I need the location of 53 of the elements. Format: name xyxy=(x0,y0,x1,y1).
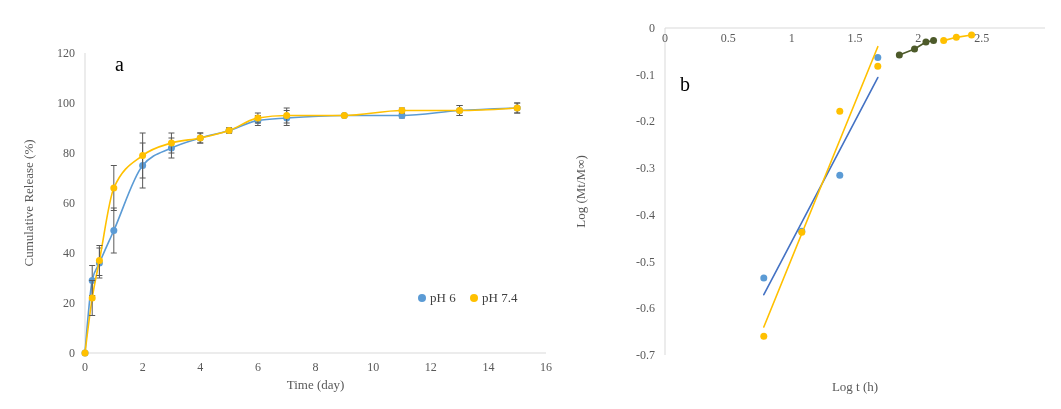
x-tick-label: 0.5 xyxy=(720,31,736,45)
y-tick-label: -0.6 xyxy=(636,301,655,316)
x-tick-label: 1 xyxy=(788,31,795,45)
legend-label: pH 6 xyxy=(430,290,457,305)
point xyxy=(874,53,882,61)
x-axis-title: Time (day) xyxy=(286,377,345,392)
legend-label: pH 7.4 xyxy=(482,290,518,305)
x-tick-label: 2 xyxy=(139,360,146,374)
y-tick-label: 0 xyxy=(69,346,75,360)
point xyxy=(895,51,903,59)
y-tick-label: 80 xyxy=(63,146,75,160)
x-tick-label: 12 xyxy=(424,360,437,374)
point xyxy=(952,33,960,41)
y-tick-label: -0.5 xyxy=(636,254,655,269)
point xyxy=(930,37,938,45)
point xyxy=(110,227,118,234)
point xyxy=(940,37,948,45)
y-tick-label: -0.3 xyxy=(636,161,655,176)
y-tick-label: -0.2 xyxy=(636,114,655,129)
annotation: b xyxy=(680,73,690,95)
point xyxy=(836,171,844,179)
y-tick-label: 20 xyxy=(63,296,75,310)
x-tick-label: 4 xyxy=(197,360,204,374)
point xyxy=(760,274,768,282)
y-tick-label: 120 xyxy=(57,46,75,60)
x-tick-label: 2.5 xyxy=(974,31,990,45)
point xyxy=(110,184,118,192)
x-tick-label: 1.5 xyxy=(847,31,863,45)
x-tick-label: 0 xyxy=(82,360,88,374)
point xyxy=(139,152,147,159)
x-tick-label: 6 xyxy=(254,360,261,374)
y-axis-title: Log (Mt/M∞) xyxy=(573,155,588,228)
y-tick-label: 100 xyxy=(57,96,75,110)
y-tick-label: 0 xyxy=(649,21,655,35)
x-axis-title: Log t (h) xyxy=(831,379,879,394)
y-tick-label: -0.7 xyxy=(636,348,655,362)
point xyxy=(836,107,844,115)
point xyxy=(874,62,882,70)
point xyxy=(922,38,930,46)
y-tick-label: -0.4 xyxy=(636,207,655,222)
point xyxy=(760,332,768,340)
y-tick-label: 40 xyxy=(63,246,75,260)
y-tick-label: 60 xyxy=(63,196,75,210)
x-tick-label: 0 xyxy=(662,31,668,45)
x-tick-label: 14 xyxy=(482,360,495,374)
x-tick-label: 10 xyxy=(367,360,380,374)
point xyxy=(911,45,919,53)
y-tick-label: -0.1 xyxy=(636,67,655,82)
y-axis-title: Cumulative Release (%) xyxy=(21,139,36,267)
x-tick-label: 8 xyxy=(312,360,319,374)
x-tick-label: 2 xyxy=(915,31,922,45)
annotation: a xyxy=(115,53,124,75)
x-tick-label: 16 xyxy=(540,360,552,374)
